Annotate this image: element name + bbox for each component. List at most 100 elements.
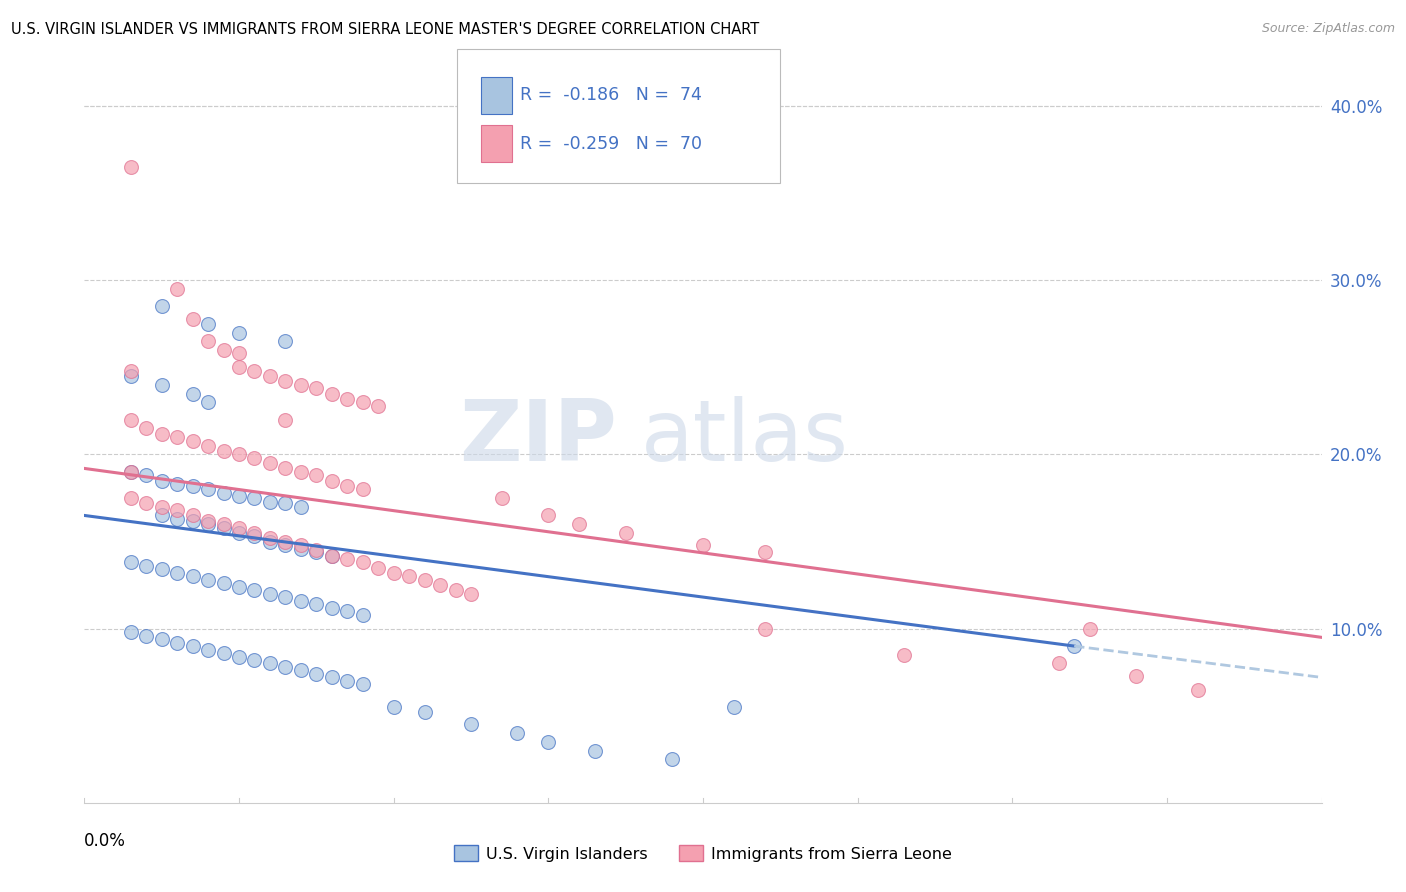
Point [197,517,219,532]
Point [290,500,312,514]
Point [181,311,204,326]
Point [228,448,250,462]
Point [120,369,142,384]
Point [228,580,250,594]
Point [197,514,219,528]
Text: atlas: atlas [641,395,849,479]
Point [197,642,219,657]
Point [274,412,297,426]
Point [382,566,405,580]
Point [290,541,312,556]
Point [228,489,250,503]
Point [1047,657,1070,671]
Point [583,743,606,757]
Point [243,450,266,465]
Point [321,386,343,401]
Point [150,474,173,488]
Point [259,456,281,470]
Point [150,426,173,441]
Point [212,485,235,500]
Point [290,538,312,552]
Point [243,525,266,540]
Point [120,465,142,479]
Point [321,549,343,563]
Point [305,543,328,558]
Point [243,653,266,667]
Point [197,334,219,349]
Point [228,521,250,535]
Point [568,517,591,532]
Point [336,392,359,406]
Point [212,521,235,535]
Point [166,566,188,580]
Point [1078,622,1101,636]
Point [429,578,451,592]
Point [367,560,389,574]
Point [120,556,142,570]
Point [352,395,374,409]
Point [305,667,328,681]
Point [413,705,436,719]
Point [197,395,219,409]
Point [150,500,173,514]
Point [692,538,714,552]
Point [321,549,343,563]
Point [1063,639,1085,653]
Point [321,670,343,684]
Point [305,545,328,559]
Point [243,583,266,598]
Point [274,334,297,349]
Point [274,461,297,475]
Point [150,562,173,576]
Point [290,664,312,678]
Point [120,412,142,426]
Point [352,556,374,570]
Point [259,534,281,549]
Point [243,491,266,505]
Point [382,700,405,714]
Point [212,576,235,591]
Point [120,160,142,174]
Point [336,479,359,493]
Point [197,439,219,453]
Point [661,752,683,766]
Point [120,491,142,505]
Point [305,597,328,611]
Point [893,648,915,662]
Point [259,494,281,508]
Point [212,444,235,458]
Point [506,726,529,740]
Point [181,434,204,448]
Point [212,343,235,357]
Text: 0.0%: 0.0% [84,832,127,850]
Point [150,508,173,523]
Point [166,635,188,649]
Point [460,717,482,731]
Point [166,503,188,517]
Point [197,573,219,587]
Point [614,525,637,540]
Point [754,545,776,559]
Point [259,531,281,545]
Point [135,421,157,435]
Point [336,604,359,618]
Legend: U.S. Virgin Islanders, Immigrants from Sierra Leone: U.S. Virgin Islanders, Immigrants from S… [447,838,959,868]
Point [259,587,281,601]
Point [150,632,173,646]
Point [460,587,482,601]
Point [197,317,219,331]
Point [352,483,374,497]
Point [723,700,745,714]
Point [305,468,328,483]
Text: U.S. VIRGIN ISLANDER VS IMMIGRANTS FROM SIERRA LEONE MASTER'S DEGREE CORRELATION: U.S. VIRGIN ISLANDER VS IMMIGRANTS FROM … [11,22,759,37]
Point [274,496,297,510]
Point [181,479,204,493]
Point [259,369,281,384]
Point [228,525,250,540]
Point [243,364,266,378]
Point [228,326,250,340]
Point [321,600,343,615]
Point [243,529,266,543]
Point [135,629,157,643]
Point [166,430,188,444]
